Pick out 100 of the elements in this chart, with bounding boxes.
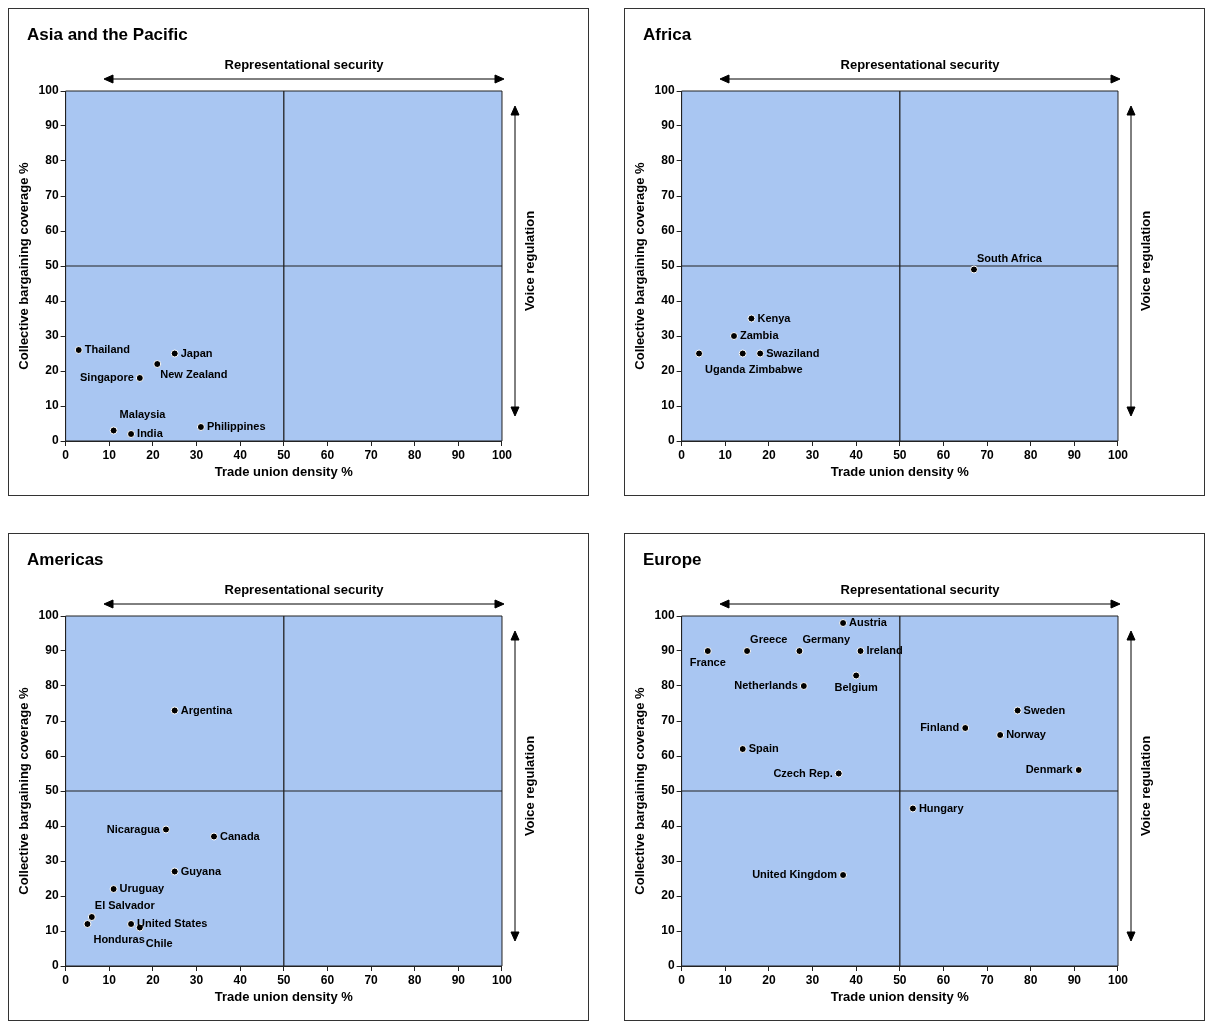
x-tick-label: 70 <box>364 447 379 462</box>
y-tick-label: 50 <box>45 258 59 273</box>
annotation: Denmark <box>1025 763 1074 776</box>
y-tick-label: 10 <box>45 398 59 413</box>
annotation: Czech Rep. <box>773 766 833 779</box>
x2-axis-title: Representational security <box>223 57 385 72</box>
y-tick-label: 10 <box>45 923 59 938</box>
annotation: United Kingdom <box>752 868 838 881</box>
annotation: Chile <box>145 936 173 949</box>
y-tick-label: 90 <box>661 643 675 658</box>
x-tick-label: 50 <box>277 447 291 462</box>
x2-axis-title: Representational security <box>223 582 385 597</box>
chart-title: Asia and the Pacific <box>27 25 188 45</box>
y-tick-label: 50 <box>45 783 59 798</box>
x-tick-label: 40 <box>849 447 864 462</box>
x-tick-label: 100 <box>491 972 513 987</box>
x-tick-label: 10 <box>102 972 117 987</box>
x-tick-label: 50 <box>277 972 291 987</box>
x-axis-title: Trade union density % <box>214 463 354 479</box>
x-axis-title: Trade union density % <box>830 988 970 1004</box>
annotation: Swaziland <box>766 346 820 359</box>
x-tick-label: 10 <box>718 447 733 462</box>
annotation: Austria <box>849 616 888 629</box>
x-tick-label: 90 <box>451 972 466 987</box>
x-tick-label: 0 <box>62 447 70 462</box>
y-tick-label: 70 <box>661 188 675 203</box>
y-tick-label: 100 <box>38 608 59 623</box>
y-tick-label: 50 <box>661 258 675 273</box>
annotation: Guyana <box>180 864 222 877</box>
x-axis-title: Trade union density % <box>214 988 354 1004</box>
y-tick-label: 30 <box>45 328 59 343</box>
y-tick-label: 90 <box>661 118 675 133</box>
y-tick-label: 60 <box>661 223 675 238</box>
x-tick-label: 80 <box>408 972 422 987</box>
annotation: Belgium <box>834 680 879 693</box>
annotation: Zambia <box>739 329 780 342</box>
y-tick-label: 70 <box>45 713 59 728</box>
y2-axis-title: Voice regulation <box>521 735 537 837</box>
x-tick-label: 90 <box>1067 972 1082 987</box>
y-tick-label: 80 <box>661 678 675 693</box>
y-tick-label: 80 <box>45 153 59 168</box>
y-tick-label: 60 <box>45 223 59 238</box>
x-tick-label: 60 <box>320 972 335 987</box>
y-tick-label: 20 <box>45 363 59 378</box>
x-tick-label: 70 <box>980 447 995 462</box>
y-tick-label: 80 <box>45 678 59 693</box>
y2-axis-title: Voice regulation <box>521 210 537 312</box>
annotation: Hungary <box>918 801 965 814</box>
x-tick-label: 30 <box>805 972 820 987</box>
y-tick-label: 70 <box>661 713 675 728</box>
x-tick-label: 40 <box>233 447 248 462</box>
x-tick-label: 60 <box>936 972 951 987</box>
y-axis-title: Collective bargaining coverage % <box>16 161 32 370</box>
y-tick-label: 100 <box>654 83 675 98</box>
annotation: India <box>137 427 164 440</box>
y-axis-title: Collective bargaining coverage % <box>632 161 648 370</box>
y-tick-label: 20 <box>661 363 675 378</box>
x-tick-label: 100 <box>491 447 513 462</box>
y-tick-label: 60 <box>45 748 59 763</box>
y-tick-label: 40 <box>45 293 59 308</box>
annotation: South Africa <box>976 251 1043 264</box>
y-tick-label: 30 <box>661 853 675 868</box>
y-tick-label: 40 <box>45 818 59 833</box>
annotation: France <box>689 656 726 669</box>
annotation: Norway <box>1006 728 1047 741</box>
annotation: Netherlands <box>734 679 798 692</box>
annotation: Honduras <box>93 933 145 946</box>
y-tick-label: 90 <box>45 643 59 658</box>
y-tick-label: 50 <box>661 783 675 798</box>
annotation: Nicaragua <box>106 822 161 835</box>
chart-title: Europe <box>643 550 702 570</box>
annotation: Germany <box>802 633 852 646</box>
annotation: Sweden <box>1023 703 1066 716</box>
y-tick-label: 30 <box>45 853 59 868</box>
y-tick-label: 0 <box>51 433 59 448</box>
annotation: Argentina <box>180 703 233 716</box>
annotation: New Zealand <box>160 368 228 381</box>
x-tick-label: 30 <box>189 972 204 987</box>
y-tick-label: 10 <box>661 398 675 413</box>
y-tick-label: 100 <box>654 608 675 623</box>
y2-axis-title: Voice regulation <box>1137 210 1153 312</box>
x-tick-label: 20 <box>146 447 160 462</box>
x-tick-label: 40 <box>233 972 248 987</box>
y-tick-label: 0 <box>667 433 675 448</box>
y-tick-label: 70 <box>45 188 59 203</box>
x-tick-label: 60 <box>320 447 335 462</box>
annotation: Japan <box>180 346 213 359</box>
annotation: El Salvador <box>94 899 156 912</box>
x-tick-label: 50 <box>893 447 907 462</box>
x-tick-label: 90 <box>1067 447 1082 462</box>
x-tick-label: 0 <box>678 447 686 462</box>
y-tick-label: 0 <box>667 958 675 973</box>
annotation: Singapore <box>80 371 134 384</box>
x-tick-label: 50 <box>893 972 907 987</box>
x-tick-label: 0 <box>678 972 686 987</box>
x-tick-label: 20 <box>762 972 776 987</box>
annotation: Greece <box>750 633 788 646</box>
y-tick-label: 40 <box>661 818 675 833</box>
x-tick-label: 30 <box>189 447 204 462</box>
x-tick-label: 40 <box>849 972 864 987</box>
